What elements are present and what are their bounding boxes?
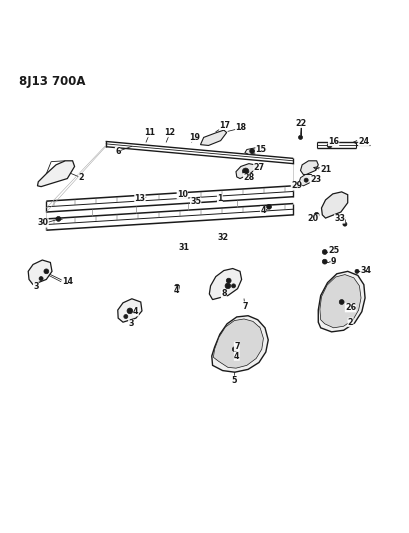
Text: 31: 31: [178, 243, 189, 252]
Polygon shape: [209, 269, 242, 300]
Polygon shape: [236, 164, 255, 179]
Text: 2: 2: [79, 173, 84, 182]
Circle shape: [175, 284, 180, 289]
Text: 15: 15: [256, 145, 267, 154]
Text: 14: 14: [62, 277, 73, 286]
Circle shape: [243, 168, 249, 174]
Polygon shape: [213, 319, 263, 368]
Polygon shape: [118, 299, 142, 322]
Circle shape: [124, 314, 128, 319]
Text: 9: 9: [331, 257, 336, 266]
Text: 7: 7: [234, 342, 240, 351]
Text: 28: 28: [243, 173, 254, 182]
Text: 20: 20: [308, 214, 319, 223]
Text: 33: 33: [334, 214, 345, 223]
Polygon shape: [301, 161, 318, 174]
Text: 4: 4: [133, 307, 139, 316]
Text: 7: 7: [242, 302, 247, 311]
Text: 11: 11: [144, 128, 155, 137]
Text: 4: 4: [234, 352, 240, 360]
Polygon shape: [318, 271, 365, 332]
Circle shape: [127, 308, 133, 314]
Text: 25: 25: [328, 246, 339, 255]
Text: 2: 2: [348, 318, 353, 327]
Text: 19: 19: [189, 133, 200, 142]
Text: 16: 16: [328, 137, 339, 146]
Text: 4: 4: [260, 206, 266, 215]
Circle shape: [355, 269, 359, 273]
Text: 6: 6: [115, 147, 121, 156]
Circle shape: [225, 283, 231, 289]
Text: 10: 10: [177, 190, 188, 199]
Circle shape: [339, 300, 344, 304]
Text: 17: 17: [219, 121, 230, 130]
Text: 4: 4: [173, 286, 179, 295]
Text: 8J13 700A: 8J13 700A: [19, 75, 85, 88]
Text: 23: 23: [310, 175, 321, 184]
Circle shape: [56, 216, 61, 221]
Circle shape: [39, 277, 43, 280]
Circle shape: [231, 284, 236, 288]
Circle shape: [267, 204, 272, 209]
Text: 35: 35: [190, 197, 201, 206]
Circle shape: [291, 184, 295, 189]
Circle shape: [254, 164, 258, 168]
Polygon shape: [245, 146, 266, 155]
Text: 18: 18: [235, 123, 246, 132]
Polygon shape: [321, 192, 348, 218]
Text: 32: 32: [217, 233, 228, 242]
Circle shape: [343, 222, 347, 226]
Text: 34: 34: [360, 266, 371, 275]
Circle shape: [327, 143, 332, 148]
Text: 27: 27: [254, 163, 265, 172]
Polygon shape: [38, 161, 74, 187]
Circle shape: [249, 149, 254, 154]
Circle shape: [44, 269, 49, 274]
Text: 13: 13: [135, 194, 146, 203]
Text: 26: 26: [345, 303, 356, 312]
Circle shape: [226, 278, 231, 283]
Text: 30: 30: [38, 219, 49, 228]
Text: 12: 12: [165, 128, 176, 137]
Text: 22: 22: [296, 119, 307, 128]
Polygon shape: [200, 130, 227, 146]
Polygon shape: [299, 174, 313, 186]
Text: 5: 5: [231, 376, 237, 385]
Text: 3: 3: [128, 319, 134, 328]
Circle shape: [322, 249, 327, 254]
Text: 8: 8: [221, 289, 227, 298]
Text: 24: 24: [358, 137, 369, 146]
Polygon shape: [212, 316, 268, 372]
Circle shape: [314, 213, 319, 217]
Circle shape: [299, 135, 303, 140]
Text: 21: 21: [320, 165, 331, 174]
Circle shape: [322, 259, 327, 264]
Circle shape: [304, 178, 308, 182]
Text: 29: 29: [291, 181, 302, 190]
Circle shape: [232, 347, 237, 352]
Text: 3: 3: [33, 282, 38, 291]
Polygon shape: [28, 260, 52, 285]
Text: 1: 1: [217, 194, 222, 203]
Polygon shape: [320, 274, 361, 328]
